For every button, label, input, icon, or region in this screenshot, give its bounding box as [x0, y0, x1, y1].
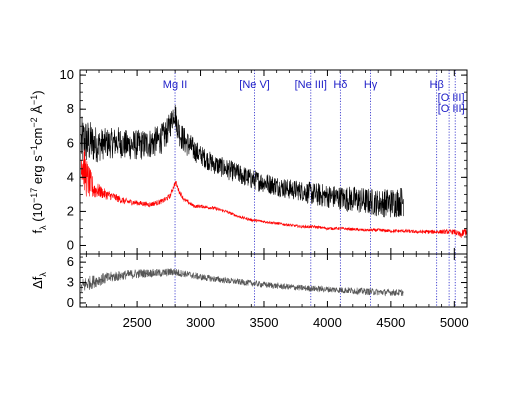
bottom-ylabel: Δfλ — [30, 272, 48, 289]
emission-label-0: Mg II — [163, 79, 187, 91]
top-ytick-label-4: 8 — [67, 101, 74, 116]
emission-label-2: [Ne III] — [295, 79, 327, 91]
xtick-label-2: 3500 — [250, 315, 279, 330]
axis-labels: Mg II [Ne V] [Ne III] Hδ Hγ Hβ[O III][O III]f… — [29, 79, 465, 289]
emission-label-4: Hγ — [364, 79, 378, 91]
top-ytick-label-3: 6 — [67, 135, 74, 150]
xtick-label-0: 2500 — [123, 315, 152, 330]
emission-label-7: [O III] — [438, 103, 465, 115]
top-ytick-label-2: 4 — [67, 169, 74, 184]
bottom-series-0 — [81, 268, 404, 297]
xtick-label-4: 4500 — [376, 315, 405, 330]
top-frame — [79, 69, 468, 255]
top-panel: 0 2 4 6 8 10 — [60, 67, 468, 255]
bottom-ytick-label-2: 6 — [67, 254, 74, 269]
xtick-label-1: 3000 — [186, 315, 215, 330]
top-ylabel: fλ (10−17 erg s−1cm−2 Å−1) — [29, 90, 48, 233]
top-series-1 — [81, 149, 467, 238]
top-ytick-label-5: 10 — [60, 67, 74, 82]
emission-label-3: Hδ — [333, 79, 347, 91]
bottom-ytick-label-0: 0 — [67, 295, 74, 310]
bottom-ytick-label-1: 3 — [67, 275, 74, 290]
emission-label-5: Hβ — [430, 79, 444, 91]
xtick-label-5: 5000 — [440, 315, 469, 330]
top-plot-area — [81, 70, 467, 254]
top-ytick-label-1: 2 — [67, 203, 74, 218]
bottom-panel: 0 3 6 2500 3000 3500 4000 4500 5000 — [67, 253, 469, 330]
top-ytick-label-0: 0 — [67, 237, 74, 252]
emission-label-6: [O III] — [438, 92, 465, 104]
emission-label-1: [Ne V] — [239, 79, 270, 91]
xtick-label-3: 4000 — [313, 315, 342, 330]
top-series-0 — [81, 104, 404, 218]
bottom-frame — [79, 253, 468, 308]
bottom-plot-area — [81, 254, 456, 307]
